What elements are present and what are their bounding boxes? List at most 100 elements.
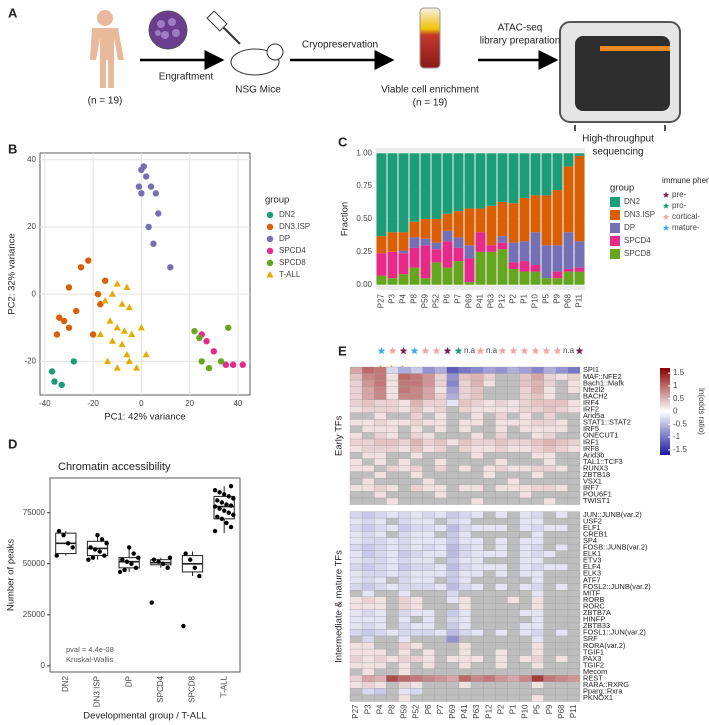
point: [221, 492, 227, 497]
heat-cell: [519, 425, 532, 433]
phenotype-star: [399, 347, 408, 355]
heat-cell: [398, 544, 411, 551]
heat-cell: [386, 366, 399, 374]
heat-cell: [555, 662, 569, 669]
heat-cell: [483, 399, 496, 407]
bar-segment: [409, 221, 420, 238]
heat-cell: [374, 379, 387, 387]
row-label: SP4: [583, 536, 597, 545]
y-axis-label: Number of peaks: [6, 539, 17, 612]
phenotype-star: [410, 347, 419, 355]
row-label: MAF::NFE2: [583, 372, 622, 381]
heat-cell: [519, 570, 532, 578]
heat-cell: [483, 609, 496, 617]
heat-cell: [398, 648, 411, 656]
heat-cell: [470, 668, 484, 676]
y-tick-label: 20: [27, 222, 36, 231]
heat-cell: [374, 596, 387, 604]
heat-cell: [567, 524, 581, 532]
heat-cell: [495, 544, 508, 551]
point: [226, 510, 231, 515]
point: [129, 561, 134, 566]
x-tick-label: P41: [476, 293, 485, 308]
heat-cell: [374, 458, 387, 466]
heat-cell: [507, 419, 520, 427]
heat-cell: [507, 603, 520, 610]
heat-cell: [398, 366, 411, 374]
heat-cell: [483, 524, 496, 532]
heat-cell: [567, 451, 581, 459]
heat-cell: [531, 373, 544, 381]
heat-cell: [519, 511, 532, 519]
heat-cell: [458, 635, 472, 643]
heat-cell: [446, 425, 460, 433]
colorbar-tick-label: 0.5: [673, 394, 685, 403]
heat-cell: [519, 544, 532, 551]
heat-cell: [374, 662, 387, 669]
heat-cell: [483, 517, 496, 525]
bar-segment: [497, 249, 508, 285]
step-label: sequencing: [592, 147, 643, 158]
heat-cell: [470, 406, 484, 413]
heat-cell: [519, 517, 532, 525]
row-label: JUN::JUNB(var.2): [583, 510, 642, 519]
bar-segment: [574, 271, 585, 285]
heat-cell: [434, 537, 447, 545]
point: [65, 284, 73, 291]
heat-cell: [410, 655, 423, 663]
heat-cell: [398, 484, 411, 492]
heat-cell: [470, 675, 484, 682]
annotation: Kruskal-Wallis: [66, 655, 113, 664]
heat-cell: [458, 576, 472, 584]
x-tick-label: P27: [377, 293, 386, 308]
heat-cell: [507, 517, 520, 525]
heat-cell: [446, 642, 460, 650]
heat-cell: [446, 386, 460, 394]
heat-cell: [531, 596, 544, 604]
x-tick-label: T-ALL: [219, 675, 228, 697]
heat-cell: [543, 642, 556, 650]
legend-label: mature-: [672, 223, 700, 232]
heat-cell: [555, 465, 569, 472]
legend-marker: [266, 271, 274, 278]
heat-cell: [483, 675, 496, 682]
heat-cell: [361, 622, 375, 630]
heat-cell: [495, 399, 508, 407]
heat-cell: [446, 648, 460, 656]
heat-cell: [519, 484, 532, 492]
heat-cell: [555, 484, 569, 492]
heat-cell: [567, 432, 581, 440]
bar-segment: [442, 230, 453, 242]
heat-cell: [543, 675, 556, 682]
heat-cell: [446, 557, 460, 565]
heat-cell: [386, 681, 399, 689]
y-tick-label: 0: [32, 289, 37, 298]
heat-cell: [519, 688, 532, 696]
row-label: ETV3: [583, 556, 601, 565]
heat-cell: [446, 379, 460, 387]
heat-cell: [349, 688, 363, 696]
heat-cell: [374, 603, 387, 610]
legend-marker: [266, 235, 274, 243]
heat-cell: [434, 590, 447, 597]
point: [225, 324, 232, 331]
heat-cell: [555, 655, 569, 663]
point: [135, 183, 143, 190]
heat-cell: [422, 550, 435, 558]
point: [212, 504, 218, 509]
heat-cell: [495, 451, 508, 459]
heat-cell: [507, 635, 520, 643]
heat-cell: [567, 373, 581, 381]
heat-cell: [470, 694, 484, 702]
heat-cell: [543, 635, 556, 643]
point: [155, 210, 162, 217]
heat-cell: [507, 590, 520, 597]
legend-label: SPCD8: [624, 249, 651, 258]
bar-segment: [398, 232, 409, 251]
column-label: P8: [387, 704, 396, 714]
heat-cell: [398, 497, 411, 505]
heat-cell: [470, 412, 484, 420]
heat-cell: [543, 379, 556, 387]
heat-cell: [374, 511, 387, 519]
heat-cell: [410, 531, 423, 538]
